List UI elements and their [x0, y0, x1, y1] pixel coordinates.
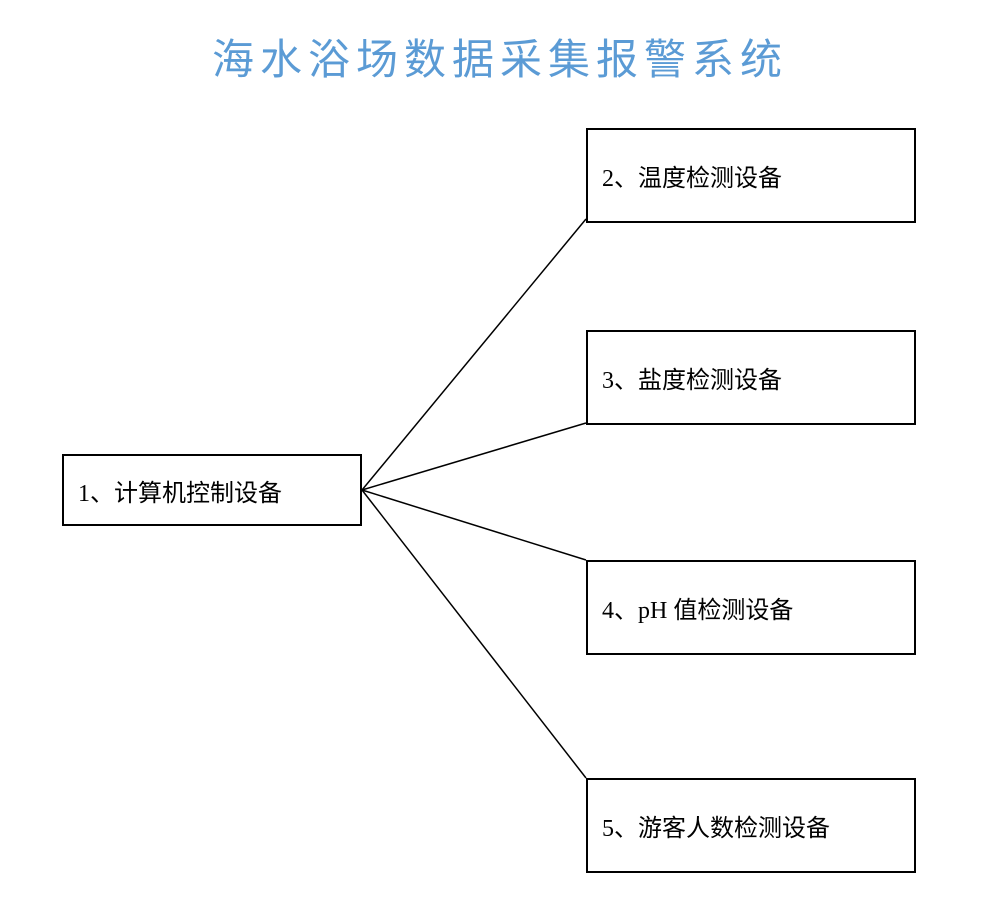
diagram-title: 海水浴场数据采集报警系统: [0, 26, 1000, 87]
child-node-5: 5、游客人数检测设备: [586, 778, 916, 873]
child-node-3: 3、盐度检测设备: [586, 330, 916, 425]
line-to-node-3: [362, 423, 586, 490]
child-node-5-label: 5、游客人数检测设备: [602, 808, 830, 843]
line-to-node-5: [362, 490, 586, 778]
root-node: 1、计算机控制设备: [62, 454, 362, 526]
child-node-3-label: 3、盐度检测设备: [602, 360, 782, 395]
child-node-2: 2、温度检测设备: [586, 128, 916, 223]
line-to-node-4: [362, 490, 586, 560]
root-node-label: 1、计算机控制设备: [78, 473, 282, 508]
child-node-2-label: 2、温度检测设备: [602, 158, 782, 193]
child-node-4-label: 4、pH 值检测设备: [602, 590, 793, 625]
line-to-node-2: [362, 219, 586, 490]
child-node-4: 4、pH 值检测设备: [586, 560, 916, 655]
